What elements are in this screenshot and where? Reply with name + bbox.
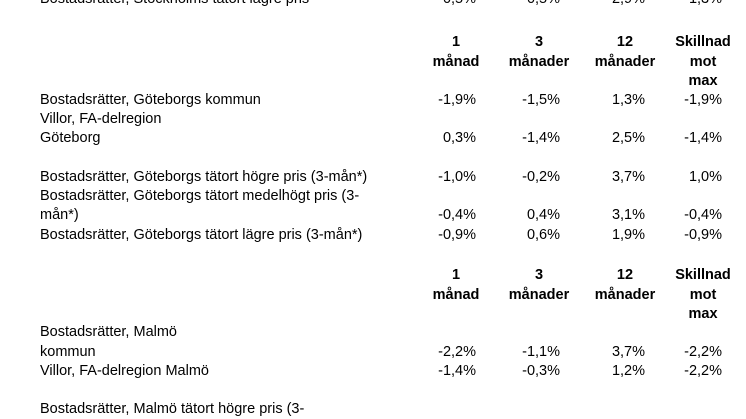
value-12-months: 1,2% bbox=[611, 363, 645, 379]
header-diff-max: Skillnad mot max bbox=[675, 267, 731, 322]
row-label: Villor, FA-delregion Malmö bbox=[40, 363, 209, 379]
value-12-months: 3,7% bbox=[611, 169, 645, 185]
value-diff-max: -2,2% bbox=[684, 344, 722, 360]
value-diff-max: -2,2% bbox=[684, 363, 722, 379]
row-label: Bostadsrätter, Göteborgs kommun bbox=[40, 92, 261, 108]
header-1-month: 1 månad bbox=[432, 34, 480, 70]
value-3-months: -0,2% bbox=[522, 169, 560, 185]
row-label: Bostadsrätter, Göteborgs tätort lägre pr… bbox=[40, 227, 363, 243]
value-1-month: -0,9% bbox=[438, 227, 476, 243]
value-3-months: -1,5% bbox=[522, 92, 560, 108]
value-12-months: 2,5% bbox=[611, 130, 645, 146]
value-1-month: -1,9% bbox=[438, 92, 476, 108]
header-3-months: 3 månader bbox=[508, 34, 570, 70]
value-3-months: -0,3% bbox=[522, 363, 560, 379]
value-3-months: -1,1% bbox=[522, 344, 560, 360]
value-1-month: 0,3% bbox=[442, 130, 476, 146]
row-label: Villor, FA-delregion bbox=[40, 111, 162, 127]
value-diff-max: 1,0% bbox=[688, 169, 722, 185]
value-3-months: -1,4% bbox=[522, 130, 560, 146]
row-label: Bostadsrätter, Malmö tätort högre pris (… bbox=[40, 401, 305, 417]
value-diff-max: -1,9% bbox=[684, 92, 722, 108]
header-12-months: 12 månader bbox=[594, 267, 656, 303]
value-1-month: -1,0% bbox=[438, 169, 476, 185]
value-3-months: 0,4% bbox=[526, 207, 560, 223]
value-diff-max: -0,9% bbox=[684, 227, 722, 243]
value-12-months: 2,9% bbox=[583, 0, 645, 9]
header-12-months: 12 månader bbox=[594, 34, 656, 70]
value-12-months: 3,7% bbox=[611, 344, 645, 360]
value-diff-max: -0,4% bbox=[684, 207, 722, 223]
value-1-month: -0,5% bbox=[414, 0, 476, 9]
value-1-month: -0,4% bbox=[438, 207, 476, 223]
value-1-month: -2,2% bbox=[438, 344, 476, 360]
header-diff-max: Skillnad mot max bbox=[675, 34, 731, 89]
row-label-continued: Göteborg bbox=[40, 130, 101, 146]
row-label: Bostadsrätter, Malmö bbox=[40, 324, 177, 340]
value-3-months: 0,6% bbox=[526, 227, 560, 243]
row-label: Bostadsrätter, Göteborgs tätort högre pr… bbox=[40, 169, 368, 185]
row-label-continued: kommun bbox=[40, 344, 96, 360]
value-12-months: 1,9% bbox=[611, 227, 645, 243]
value-12-months: 3,1% bbox=[611, 207, 645, 223]
row-label: Bostadsrätter, Göteborgs tätort medelhög… bbox=[40, 188, 360, 204]
header-1-month: 1 månad bbox=[432, 267, 480, 303]
row-label-continued: mån*) bbox=[40, 207, 79, 223]
value-1-month: -1,4% bbox=[438, 363, 476, 379]
value-12-months: 1,3% bbox=[611, 92, 645, 108]
value-3-months: -0,5% bbox=[498, 0, 560, 9]
header-3-months: 3 månader bbox=[508, 267, 570, 303]
value-diff-max: -1,4% bbox=[684, 130, 722, 146]
row-label: Bostadsrätter, Stockholms tätort lägre p… bbox=[40, 0, 309, 9]
value-diff-max: -1,3% bbox=[660, 0, 722, 9]
